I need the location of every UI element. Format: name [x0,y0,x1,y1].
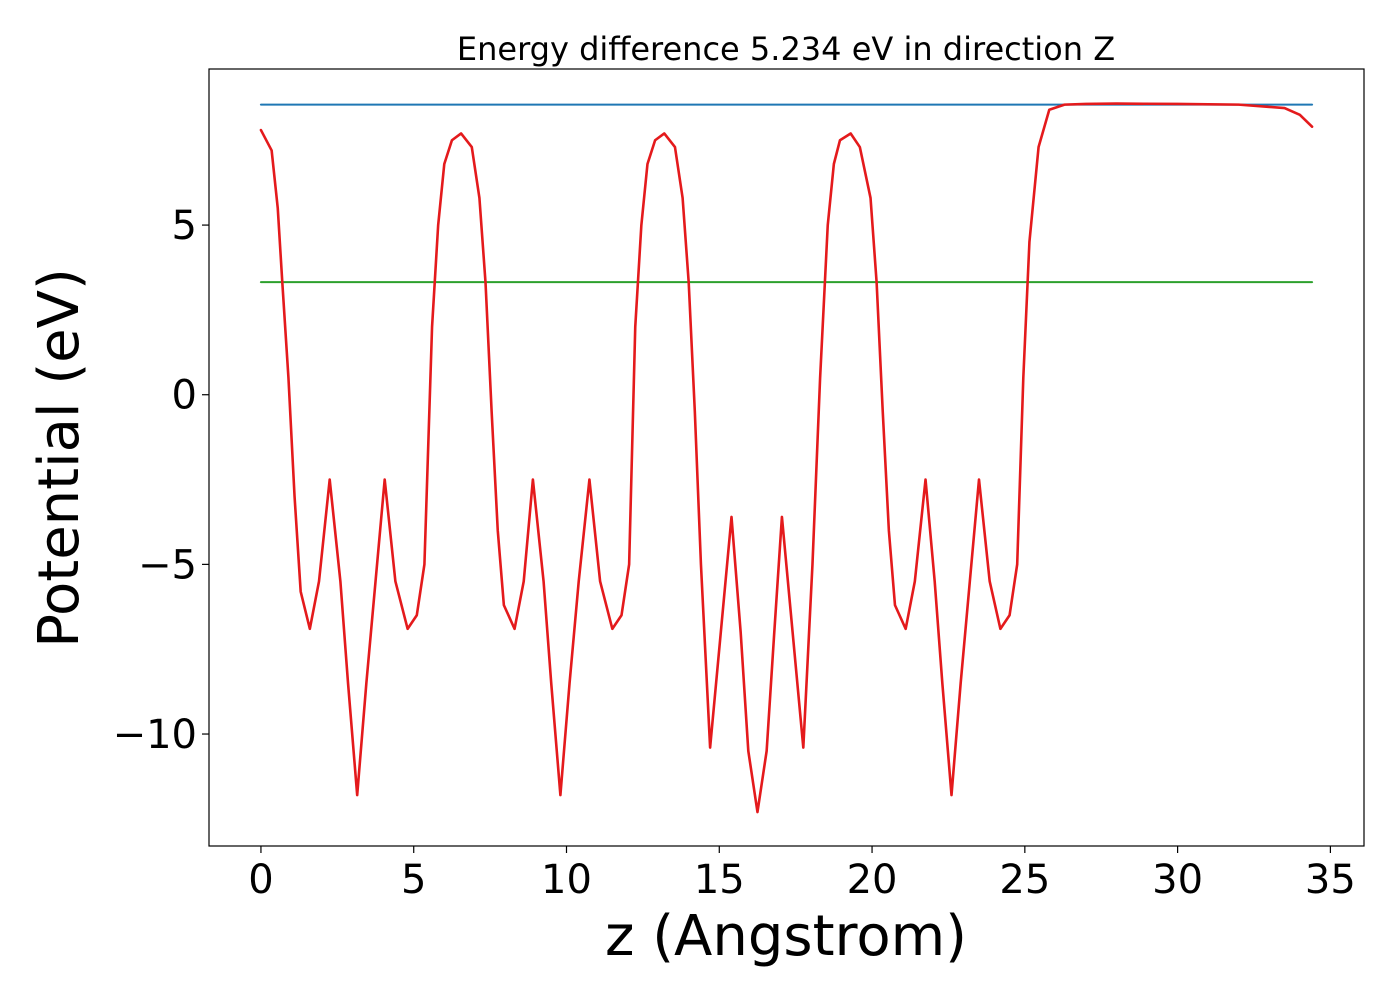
series-line-planar-average-potential [259,102,1314,814]
x-tick-label: 0 [248,857,273,903]
x-tick-label: 25 [999,857,1050,903]
x-tick-label: 30 [1152,857,1203,903]
x-tick-label: 5 [401,857,426,903]
y-axis-label: Potential (eV) [27,268,92,648]
x-tick-label: 15 [694,857,745,903]
y-tick-label: 5 [172,203,197,249]
chart-title: Energy difference 5.234 eV in direction … [457,30,1115,68]
x-tick-label: 10 [541,857,592,903]
y-tick-label: −5 [138,542,197,588]
y-tick-label: −10 [113,712,197,758]
plot-frame [208,68,1365,847]
x-axis-label: z (Angstrom) [605,904,967,969]
x-tick-label: 20 [847,857,898,903]
y-tick-label: 0 [172,373,197,419]
x-tick-label: 35 [1305,857,1356,903]
plot-area: 0 5 10 15 20 25 30 35 5 0 −5 −10 [113,68,1365,903]
